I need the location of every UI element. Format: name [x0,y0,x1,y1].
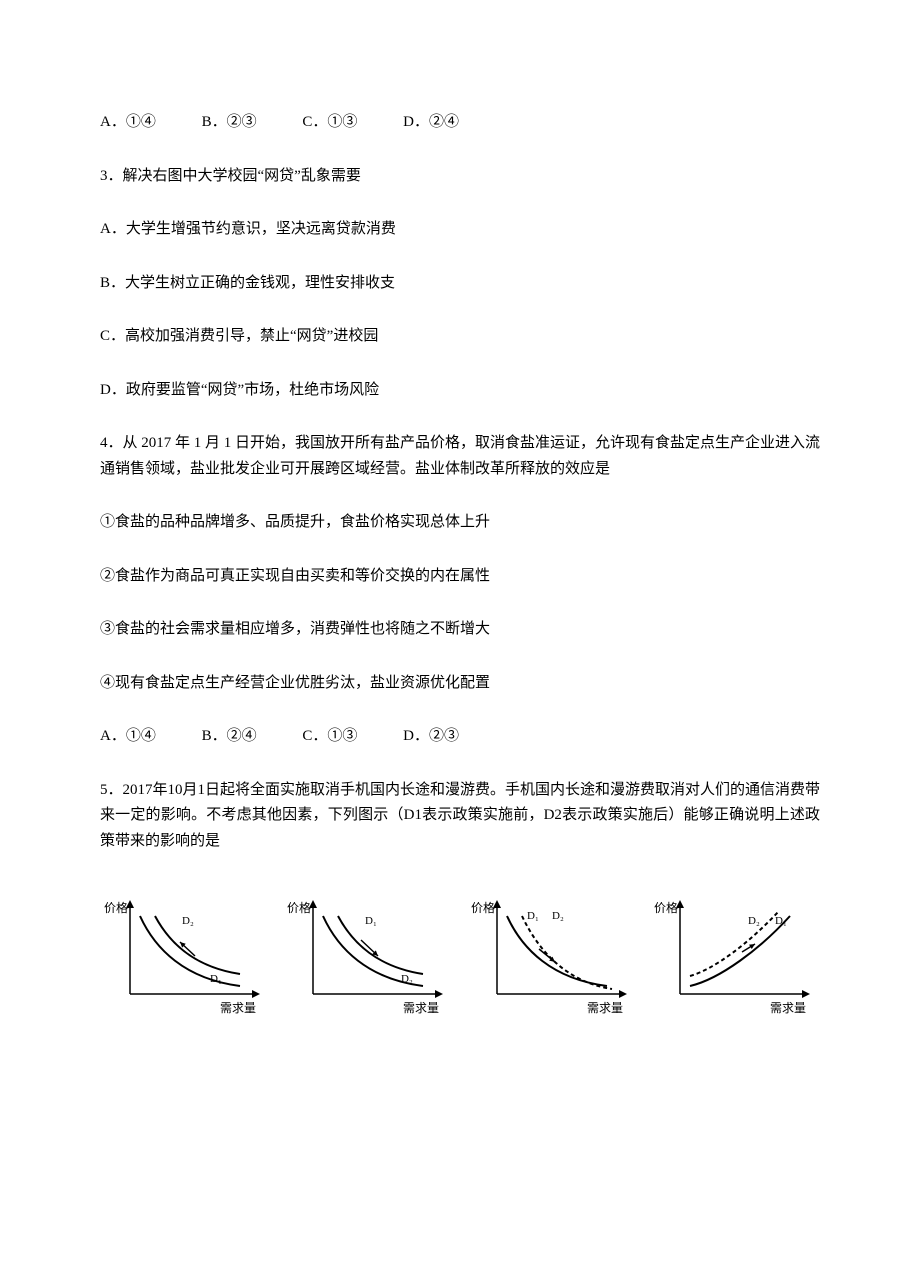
q5-chart-d: 价格需求量 D₁ D₂ [650,894,820,1024]
q4-statement-4: ④现有食盐定点生产经营企业优胜劣汰，盐业资源优化配置 [100,671,820,697]
svg-text:D₁: D₁ [210,973,222,985]
svg-text:D₁: D₁ [365,915,377,927]
document-page: A．①④ B．②③ C．①③ D．②④ 3．解决右图中大学校园“网贷”乱象需要 … [0,0,920,1274]
q2-option-a: A．①④ [100,110,156,136]
svg-text:价格: 价格 [287,900,311,915]
q3-stem: 3．解决右图中大学校园“网贷”乱象需要 [100,164,820,190]
q2-option-b: B．②③ [202,110,257,136]
q4-statement-1: ①食盐的品种品牌增多、品质提升，食盐价格实现总体上升 [100,510,820,536]
svg-text:D₂: D₂ [552,910,564,922]
svg-text:价格: 价格 [471,900,495,915]
svg-text:价格: 价格 [104,900,128,915]
svg-text:需求量: 需求量 [770,1001,806,1015]
q4-option-c: C．①③ [302,724,357,750]
svg-text:D₂: D₂ [748,915,760,927]
q2-options: A．①④ B．②③ C．①③ D．②④ [100,110,820,136]
q2-option-d: D．②④ [403,110,459,136]
q3-option-d: D．政府要监管“网贷”市场，杜绝市场风险 [100,378,820,404]
q4-stem: 4．从 2017 年 1 月 1 日开始，我国放开所有盐产品价格，取消食盐准运证… [100,431,820,482]
svg-text:价格: 价格 [654,900,678,915]
q4-option-d: D．②③ [403,724,459,750]
q5-chart-b: 价格需求量 D₁ D₂ [283,894,453,1024]
svg-text:需求量: 需求量 [220,1001,256,1015]
q4-options: A．①④ B．②④ C．①③ D．②③ [100,724,820,750]
svg-text:D₁: D₁ [527,910,539,922]
q4-option-b: B．②④ [202,724,257,750]
q5-stem: 5．2017年10月1日起将全面实施取消手机国内长途和漫游费。手机国内长途和漫游… [100,778,820,855]
q3-option-c: C．高校加强消费引导，禁止“网贷”进校园 [100,324,820,350]
q4-statement-3: ③食盐的社会需求量相应增多，消费弹性也将随之不断增大 [100,617,820,643]
q2-option-c: C．①③ [302,110,357,136]
q3-option-a: A．大学生增强节约意识，坚决远离贷款消费 [100,217,820,243]
q4-option-a: A．①④ [100,724,156,750]
q5-chart-c: 价格需求量 D₁ D₂ [467,894,637,1024]
svg-text:需求量: 需求量 [587,1001,623,1015]
q3-option-b: B．大学生树立正确的金钱观，理性安排收支 [100,271,820,297]
q5-charts-row: 价格需求量 D₁ D₂ 价格需求量 D₁ D₂ 价格需求量 D₁ D₂ 价格需求量 D₁ D₂ [100,894,820,1024]
q5-chart-a: 价格需求量 D₁ D₂ [100,894,270,1024]
svg-text:D₁: D₁ [775,915,787,927]
svg-text:D₂: D₂ [182,915,194,927]
svg-text:D₂: D₂ [401,973,413,985]
svg-text:需求量: 需求量 [403,1001,439,1015]
q4-statement-2: ②食盐作为商品可真正实现自由买卖和等价交换的内在属性 [100,564,820,590]
